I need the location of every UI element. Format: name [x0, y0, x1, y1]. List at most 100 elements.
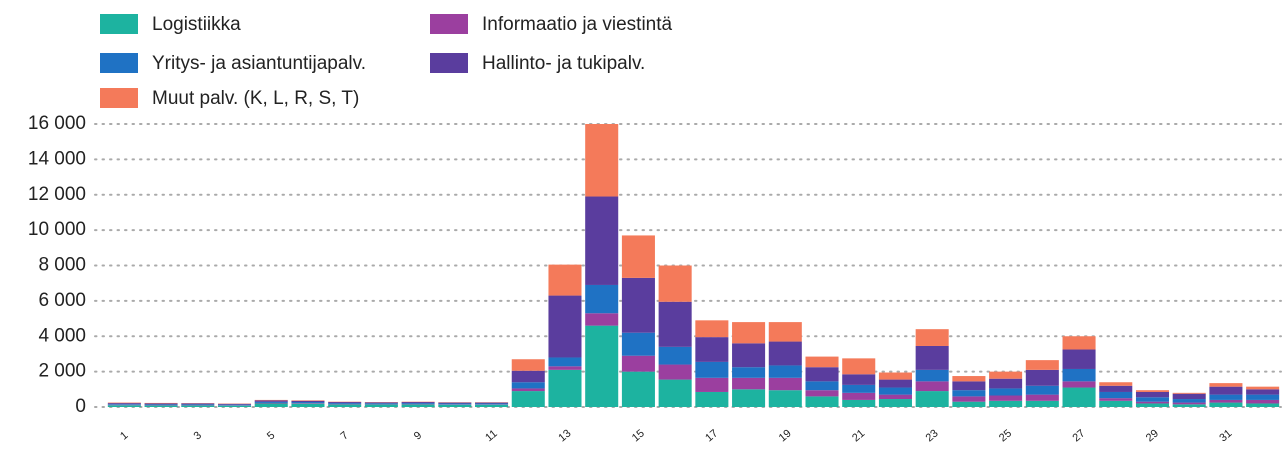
legend-swatch — [430, 14, 468, 34]
bar-segment — [585, 124, 618, 197]
bar-segment — [291, 404, 324, 407]
y-tick-label: 10 000 — [28, 219, 86, 240]
bar-segment — [916, 370, 949, 381]
x-tick-label: 9 — [412, 429, 424, 442]
bar-segment — [365, 402, 398, 403]
bar-segment — [438, 403, 471, 404]
bar-segment — [622, 356, 655, 372]
legend-label: Informaatio ja viestintä — [482, 14, 673, 35]
bar-segment — [1063, 369, 1096, 381]
x-tick-label: 11 — [483, 428, 499, 445]
bar-segment — [916, 346, 949, 370]
bar-segment — [255, 400, 288, 401]
bar-segment — [512, 359, 545, 370]
bar-segment — [548, 265, 581, 296]
legend-label: Hallinto- ja tukipalv. — [482, 53, 645, 74]
bar-segment — [108, 404, 141, 405]
bar-segment — [1026, 401, 1059, 407]
bar-segment — [879, 380, 912, 388]
bar-segment — [989, 388, 1022, 395]
bar-segment — [952, 376, 985, 381]
bar-segment — [1026, 360, 1059, 370]
bar-segment — [1063, 350, 1096, 369]
bar-segment — [1173, 403, 1206, 405]
bar-segment — [659, 347, 692, 365]
legend-swatch — [100, 14, 138, 34]
bar-segment — [512, 382, 545, 388]
bar-segment — [622, 333, 655, 356]
bar-segment — [622, 372, 655, 407]
bar-segment — [732, 322, 765, 343]
bar-segment — [952, 396, 985, 401]
x-tick-label: 27 — [1070, 427, 1087, 444]
bar-segment — [659, 266, 692, 302]
bar-segment — [695, 337, 728, 362]
bar-segment — [879, 399, 912, 407]
bar-segment — [805, 357, 838, 368]
bar-segment — [989, 396, 1022, 401]
bar-segment — [1209, 400, 1242, 403]
bar-segment — [1099, 401, 1132, 407]
bar-segment — [695, 362, 728, 378]
legend-label: Logistiikka — [152, 14, 241, 35]
bar-segment — [1026, 386, 1059, 395]
bar-segment — [1063, 336, 1096, 349]
x-tick-label: 29 — [1144, 427, 1161, 444]
bar-segment — [1246, 395, 1279, 400]
bar-segment — [952, 390, 985, 396]
bar-segment — [475, 405, 508, 407]
x-tick-label: 17 — [703, 427, 720, 444]
bar-segment — [365, 405, 398, 407]
bar-segment — [402, 403, 435, 404]
bar-segment — [1136, 390, 1169, 392]
y-tick-label: 8 000 — [38, 255, 86, 276]
bar-segment — [732, 343, 765, 367]
bar-segment — [842, 358, 875, 374]
bar-segment — [145, 405, 178, 407]
y-tick-label: 12 000 — [28, 184, 86, 205]
bar-segment — [108, 405, 141, 407]
x-tick-label: 7 — [338, 429, 350, 442]
bar-segment — [585, 326, 618, 407]
legend-swatch — [430, 53, 468, 73]
bar-segment — [328, 404, 361, 407]
bar-segment — [842, 385, 875, 393]
bar-segment — [769, 342, 802, 366]
bar-segment — [916, 329, 949, 346]
bar-segment — [585, 285, 618, 313]
bar-segment — [255, 403, 288, 404]
bar-segment — [1026, 370, 1059, 386]
bar-segment — [585, 197, 618, 285]
legend-swatch — [100, 88, 138, 108]
bar-segment — [622, 235, 655, 277]
bar-segment — [548, 296, 581, 358]
bar-segment — [842, 393, 875, 400]
bar-segment — [989, 372, 1022, 379]
bar-segment — [805, 396, 838, 407]
bar-segment — [1209, 395, 1242, 400]
bar-segment — [1209, 403, 1242, 407]
bar-segment — [438, 403, 471, 404]
bar-segment — [255, 402, 288, 403]
bar-segment — [475, 403, 508, 404]
bar-segment — [1099, 392, 1132, 398]
bar-segment — [659, 365, 692, 380]
bar-segment — [989, 401, 1022, 407]
bar-segment — [769, 365, 802, 377]
bar-segment — [291, 403, 324, 404]
x-tick-label: 21 — [850, 427, 867, 444]
bar-segment — [1246, 389, 1279, 394]
bar-segment — [695, 392, 728, 407]
bar-segment — [1099, 382, 1132, 386]
bar-segment — [732, 389, 765, 407]
bar-segment — [548, 366, 581, 370]
bar-segment — [659, 302, 692, 347]
bar-segment — [1136, 402, 1169, 404]
bar-segment — [108, 403, 141, 404]
bar-segment — [512, 388, 545, 391]
bar-segment — [916, 381, 949, 391]
bar-segment — [218, 405, 251, 406]
bar-segment — [695, 378, 728, 392]
y-tick-label: 6 000 — [38, 290, 86, 311]
